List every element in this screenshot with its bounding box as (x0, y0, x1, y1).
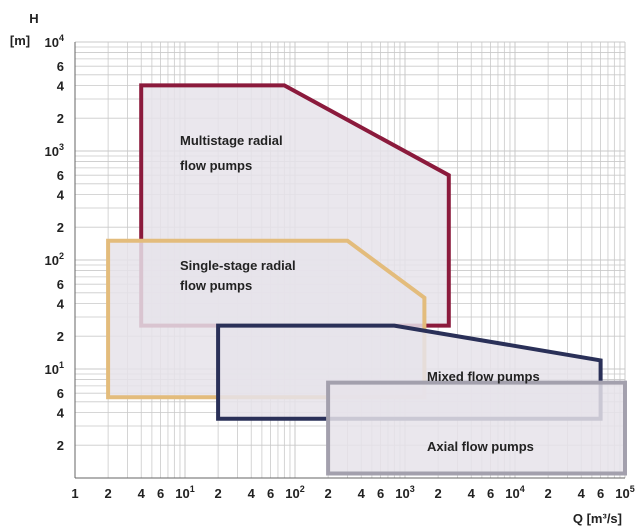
y-tick-base: 4 (57, 187, 65, 202)
y-tick-base: 4 (57, 405, 65, 420)
x-axis-title: Q [m³/s] (573, 511, 622, 526)
x-tick-label: 4 (358, 486, 366, 501)
y-tick-label: 101 (45, 360, 64, 377)
y-tick-base: 2 (57, 329, 64, 344)
y-tick-label: 2 (57, 329, 64, 344)
x-tick-base: 6 (377, 486, 384, 501)
y-tick-base: 6 (57, 386, 64, 401)
pump-regions: Multistage radial flow pumps Single-stage … (106, 83, 627, 476)
y-tick-exponent: 1 (59, 360, 64, 370)
y-tick-base: 10 (45, 35, 59, 50)
x-tick-label: 2 (324, 486, 331, 501)
x-tick-base: 4 (468, 486, 476, 501)
y-tick-label: 2 (57, 220, 64, 235)
x-tick-base: 6 (597, 486, 604, 501)
x-tick-label: 4 (468, 486, 476, 501)
x-tick-base: 4 (138, 486, 146, 501)
y-tick-exponent: 3 (59, 142, 64, 152)
region-axial-flow (326, 380, 627, 476)
x-tick-base: 2 (434, 486, 441, 501)
y-tick-label: 103 (45, 142, 64, 159)
region-label-multistage: flow pumps (180, 158, 252, 173)
x-tick-label: 4 (578, 486, 586, 501)
y-tick-base: 6 (57, 59, 64, 74)
x-tick-base: 6 (157, 486, 164, 501)
y-tick-exponent: 2 (59, 251, 64, 261)
y-tick-base: 6 (57, 168, 64, 183)
x-tick-base: 10 (505, 486, 519, 501)
region-label-single-stage: flow pumps (180, 278, 252, 293)
x-tick-base: 6 (487, 486, 494, 501)
x-tick-base: 10 (615, 486, 629, 501)
y-tick-base: 4 (57, 296, 65, 311)
x-tick-exponent: 5 (630, 484, 635, 494)
x-tick-base: 4 (578, 486, 586, 501)
x-tick-label: 4 (138, 486, 146, 501)
x-tick-label: 104 (505, 484, 524, 501)
y-tick-base: 2 (57, 111, 64, 126)
y-tick-exponent: 4 (59, 33, 64, 43)
x-tick-base: 2 (324, 486, 331, 501)
x-tick-label: 2 (214, 486, 221, 501)
x-tick-label: 6 (487, 486, 494, 501)
x-tick-label: 101 (175, 484, 194, 501)
x-tick-base: 4 (248, 486, 256, 501)
y-tick-label: 2 (57, 111, 64, 126)
x-tick-base: 10 (175, 486, 189, 501)
y-axis-title-line1: H (29, 11, 38, 26)
x-tick-label: 105 (615, 484, 634, 501)
x-tick-exponent: 2 (300, 484, 305, 494)
y-tick-base: 4 (57, 78, 65, 93)
region-label-multistage: Multistage radial (180, 133, 283, 148)
y-tick-base: 2 (57, 220, 64, 235)
x-tick-base: 10 (395, 486, 409, 501)
x-tick-label: 6 (267, 486, 274, 501)
y-tick-label: 102 (45, 251, 64, 268)
y-tick-label: 6 (57, 168, 64, 183)
y-tick-base: 10 (45, 362, 59, 377)
region-label-axial-flow: Axial flow pumps (427, 439, 534, 454)
y-tick-label: 6 (57, 386, 64, 401)
x-tick-base: 6 (267, 486, 274, 501)
y-tick-label: 4 (57, 405, 65, 420)
x-tick-base: 4 (358, 486, 366, 501)
x-tick-base: 10 (285, 486, 299, 501)
y-tick-label: 104 (45, 33, 64, 50)
region-label-mixed-flow: Mixed flow pumps (427, 369, 540, 384)
x-tick-label: 6 (597, 486, 604, 501)
y-tick-label: 4 (57, 187, 65, 202)
x-tick-label: 1 (71, 486, 78, 501)
y-tick-base: 2 (57, 438, 64, 453)
x-tick-exponent: 1 (190, 484, 195, 494)
y-tick-base: 10 (45, 253, 59, 268)
x-tick-exponent: 3 (410, 484, 415, 494)
x-tick-exponent: 4 (520, 484, 525, 494)
y-tick-base: 6 (57, 277, 64, 292)
x-tick-label: 2 (434, 486, 441, 501)
x-tick-label: 4 (248, 486, 256, 501)
y-tick-label: 4 (57, 296, 65, 311)
x-tick-base: 1 (71, 486, 78, 501)
region-label-single-stage: Single-stage radial (180, 258, 296, 273)
x-tick-base: 2 (214, 486, 221, 501)
x-tick-base: 2 (104, 486, 111, 501)
x-tick-label: 2 (104, 486, 111, 501)
x-tick-label: 103 (395, 484, 414, 501)
y-tick-label: 2 (57, 438, 64, 453)
x-tick-labels: 1 2 4 6 101 2 4 6 102 2 4 6 103 2 4 6 104 2 4 6 105 (71, 484, 634, 501)
x-tick-base: 2 (544, 486, 551, 501)
y-tick-label: 4 (57, 78, 65, 93)
y-tick-label: 6 (57, 277, 64, 292)
x-tick-label: 102 (285, 484, 304, 501)
y-axis-title-line2: [m] (10, 33, 30, 48)
x-tick-label: 6 (377, 486, 384, 501)
y-tick-base: 10 (45, 144, 59, 159)
x-tick-label: 2 (544, 486, 551, 501)
y-tick-label: 6 (57, 59, 64, 74)
x-tick-label: 6 (157, 486, 164, 501)
